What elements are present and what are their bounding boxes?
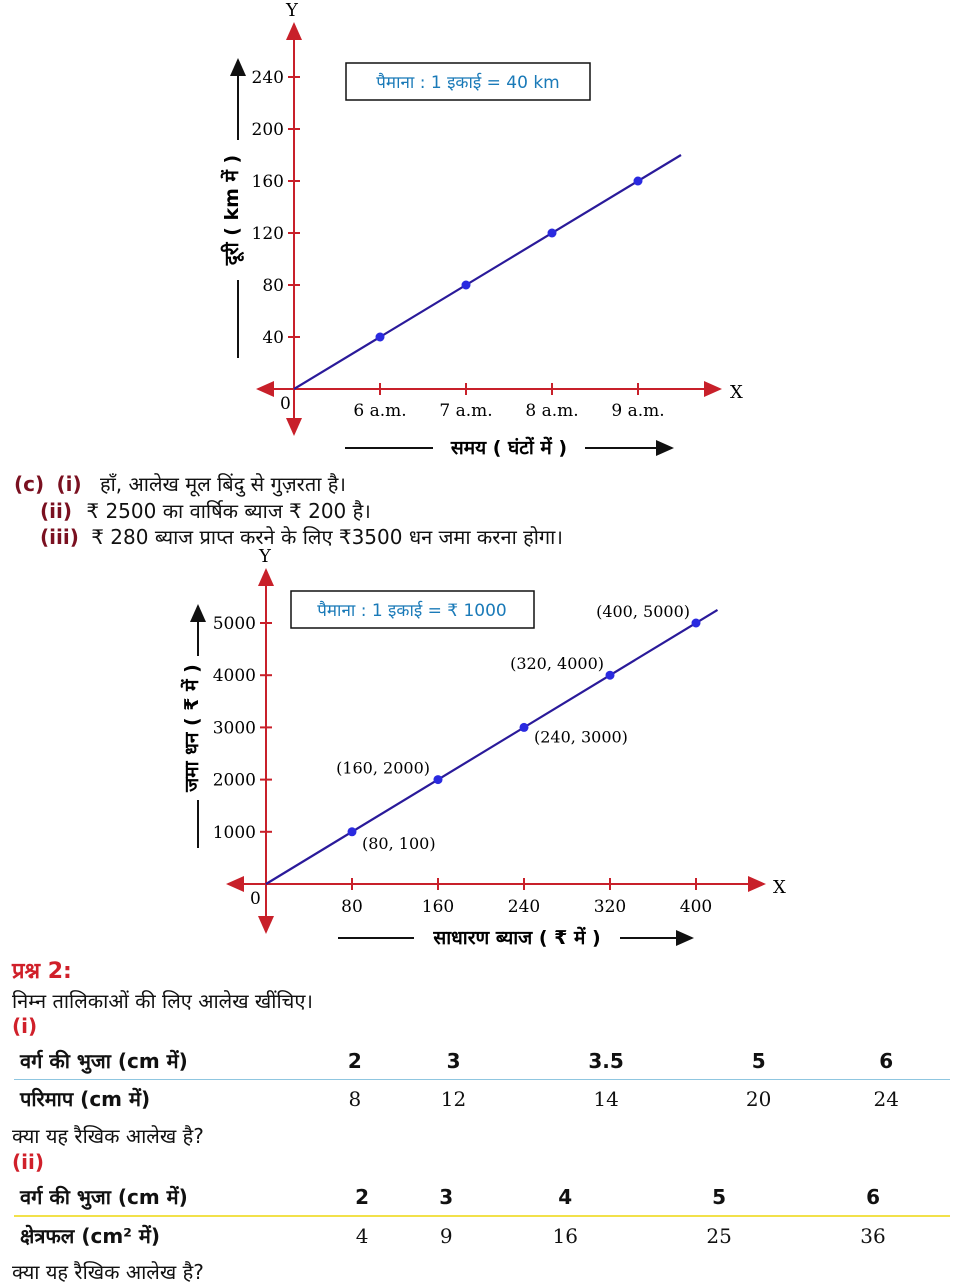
y-tick-label: 200 bbox=[252, 120, 284, 140]
y-axis-label: जमा धन ( ₹ में ) bbox=[180, 664, 203, 793]
cell: 2 bbox=[320, 1178, 405, 1217]
table-perimeter: वर्ग की भुजा (cm में) 2 3 3.5 5 6 परिमाप… bbox=[14, 1042, 950, 1117]
x-tick-label: 6 a.m. bbox=[353, 401, 406, 421]
cell: 2 bbox=[320, 1042, 390, 1080]
part1-question: क्या यह रैखिक आलेख है? bbox=[12, 1124, 204, 1148]
cell: 36 bbox=[860, 1223, 886, 1248]
x-tick-label: 160 bbox=[422, 897, 454, 917]
y-tick-label: 1000 bbox=[213, 823, 256, 843]
y-tick-label: 240 bbox=[252, 68, 284, 88]
origin-label: 0 bbox=[250, 889, 261, 909]
part1-label: (i) bbox=[12, 1014, 38, 1038]
part2-label: (ii) bbox=[12, 1150, 44, 1174]
part2-question: क्या यह रैखिक आलेख है? bbox=[12, 1260, 204, 1284]
answer-text-ii: ₹ 2500 का वार्षिक ब्याज ₹ 200 है। bbox=[86, 499, 371, 523]
y-axis-letter: Y bbox=[285, 0, 299, 21]
data-point bbox=[633, 176, 643, 186]
y-axis-letter: Y bbox=[258, 546, 272, 567]
scale-note-box bbox=[345, 62, 591, 101]
row-header: वर्ग की भुजा (cm में) bbox=[14, 1178, 320, 1217]
x-axis-label: साधारण ब्याज ( ₹ में ) bbox=[432, 926, 600, 949]
row-header: वर्ग की भुजा (cm में) bbox=[14, 1042, 320, 1080]
cell: 20 bbox=[745, 1086, 772, 1111]
cell: 12 bbox=[440, 1086, 467, 1111]
cell: 4 bbox=[488, 1178, 643, 1217]
table-row: परिमाप (cm में) 8 12 14 20 24 bbox=[14, 1080, 950, 1118]
x-tick-label: 9 a.m. bbox=[611, 401, 664, 421]
table-row: क्षेत्रफल (cm² में) 4 9 16 25 36 bbox=[14, 1216, 950, 1254]
cell: 5 bbox=[694, 1042, 823, 1080]
data-point-label: (80, 100) bbox=[362, 834, 436, 853]
data-point-label: (320, 4000) bbox=[510, 654, 604, 673]
data-point bbox=[461, 280, 471, 290]
table-row: वर्ग की भुजा (cm में) 2 3 4 5 6 bbox=[14, 1178, 950, 1217]
data-point-label: (160, 2000) bbox=[336, 759, 430, 778]
cell: 3 bbox=[389, 1042, 518, 1080]
answer-line-c-i: (c) (i) हाँ, आलेख मूल बिंदु से गुज़रता ह… bbox=[14, 471, 346, 498]
data-point-label: (400, 5000) bbox=[596, 602, 690, 621]
x-tick-label: 80 bbox=[341, 897, 363, 917]
cell: 16 bbox=[552, 1223, 578, 1248]
cell: 3.5 bbox=[517, 1042, 695, 1080]
y-tick-label: 4000 bbox=[213, 666, 256, 686]
data-point-label: (240, 3000) bbox=[534, 727, 628, 746]
series-line bbox=[293, 154, 682, 390]
answer-text-i: हाँ, आलेख मूल बिंदु से गुज़रता है। bbox=[100, 472, 346, 496]
cell: 14 bbox=[593, 1086, 619, 1111]
distance-time-graph: X Y 0 40 80 120 160 200 240 6 a.m. 7 a.m. 8 a.m… bbox=[220, 0, 743, 459]
row-header: क्षेत्रफल (cm² में) bbox=[20, 1224, 160, 1248]
cell: 6 bbox=[796, 1178, 950, 1217]
answer-label-i: (i) bbox=[56, 472, 82, 496]
scale-note: पैमाना : 1 इकाई = ₹ 1000 bbox=[317, 600, 507, 621]
data-point bbox=[547, 228, 557, 238]
question-title: प्रश्न 2: bbox=[12, 959, 72, 984]
cell: 5 bbox=[642, 1178, 797, 1217]
y-tick-label: 3000 bbox=[213, 718, 256, 738]
scale-note: पैमाना : 1 इकाई = 40 km bbox=[376, 72, 559, 93]
data-point bbox=[347, 827, 357, 837]
answer-label-c: (c) bbox=[14, 472, 45, 496]
y-tick-label: 5000 bbox=[213, 614, 256, 634]
y-axis-label: दूरी ( km में ) bbox=[220, 155, 245, 266]
y-tick-label: 160 bbox=[252, 172, 284, 192]
y-tick-label: 120 bbox=[252, 224, 284, 244]
answer-label-ii: (ii) bbox=[40, 499, 72, 523]
x-tick-label: 400 bbox=[680, 897, 712, 917]
cell: 6 bbox=[822, 1042, 950, 1080]
series-line bbox=[265, 609, 719, 885]
question-instruction: निम्न तालिकाओं की लिए आलेख खींचिए। bbox=[12, 989, 313, 1013]
cell: 4 bbox=[355, 1223, 369, 1248]
x-tick-label: 7 a.m. bbox=[439, 401, 492, 421]
row-header: परिमाप (cm में) bbox=[20, 1087, 151, 1111]
x-axis-label: समय ( घंटों में ) bbox=[450, 436, 567, 459]
cell: 8 bbox=[348, 1086, 362, 1111]
x-tick-label: 320 bbox=[594, 897, 626, 917]
answer-line-ii: (ii) ₹ 2500 का वार्षिक ब्याज ₹ 200 है। bbox=[40, 498, 371, 525]
cell: 9 bbox=[439, 1223, 453, 1248]
cell: 3 bbox=[404, 1178, 489, 1217]
x-tick-label: 240 bbox=[508, 897, 540, 917]
answer-label-iii: (iii) bbox=[40, 525, 79, 549]
cell: 24 bbox=[873, 1086, 899, 1111]
data-point bbox=[433, 775, 443, 785]
table-area: वर्ग की भुजा (cm में) 2 3 4 5 6 क्षेत्रफ… bbox=[14, 1178, 950, 1254]
x-tick-label: 8 a.m. bbox=[525, 401, 578, 421]
table-row: वर्ग की भुजा (cm में) 2 3 3.5 5 6 bbox=[14, 1042, 950, 1080]
answer-line-iii: (iii) ₹ 280 ब्याज प्राप्त करने के लिए ₹3… bbox=[40, 524, 563, 551]
data-point bbox=[519, 722, 529, 732]
scale-note-box bbox=[290, 590, 535, 629]
origin-label: 0 bbox=[280, 394, 291, 414]
answer-text-iii: ₹ 280 ब्याज प्राप्त करने के लिए ₹3500 धन… bbox=[91, 525, 563, 549]
x-axis-letter: X bbox=[730, 382, 743, 403]
data-point bbox=[375, 332, 385, 342]
y-tick-label: 80 bbox=[262, 276, 284, 296]
x-axis-letter: X bbox=[773, 877, 786, 898]
y-tick-label: 2000 bbox=[213, 771, 256, 791]
data-point bbox=[691, 618, 701, 628]
deposit-interest-graph: X Y 0 1000 2000 3000 4000 5000 80 160 240 320 40… bbox=[180, 546, 786, 949]
y-tick-label: 40 bbox=[262, 328, 284, 348]
cell: 25 bbox=[706, 1223, 732, 1248]
data-point bbox=[605, 670, 615, 680]
